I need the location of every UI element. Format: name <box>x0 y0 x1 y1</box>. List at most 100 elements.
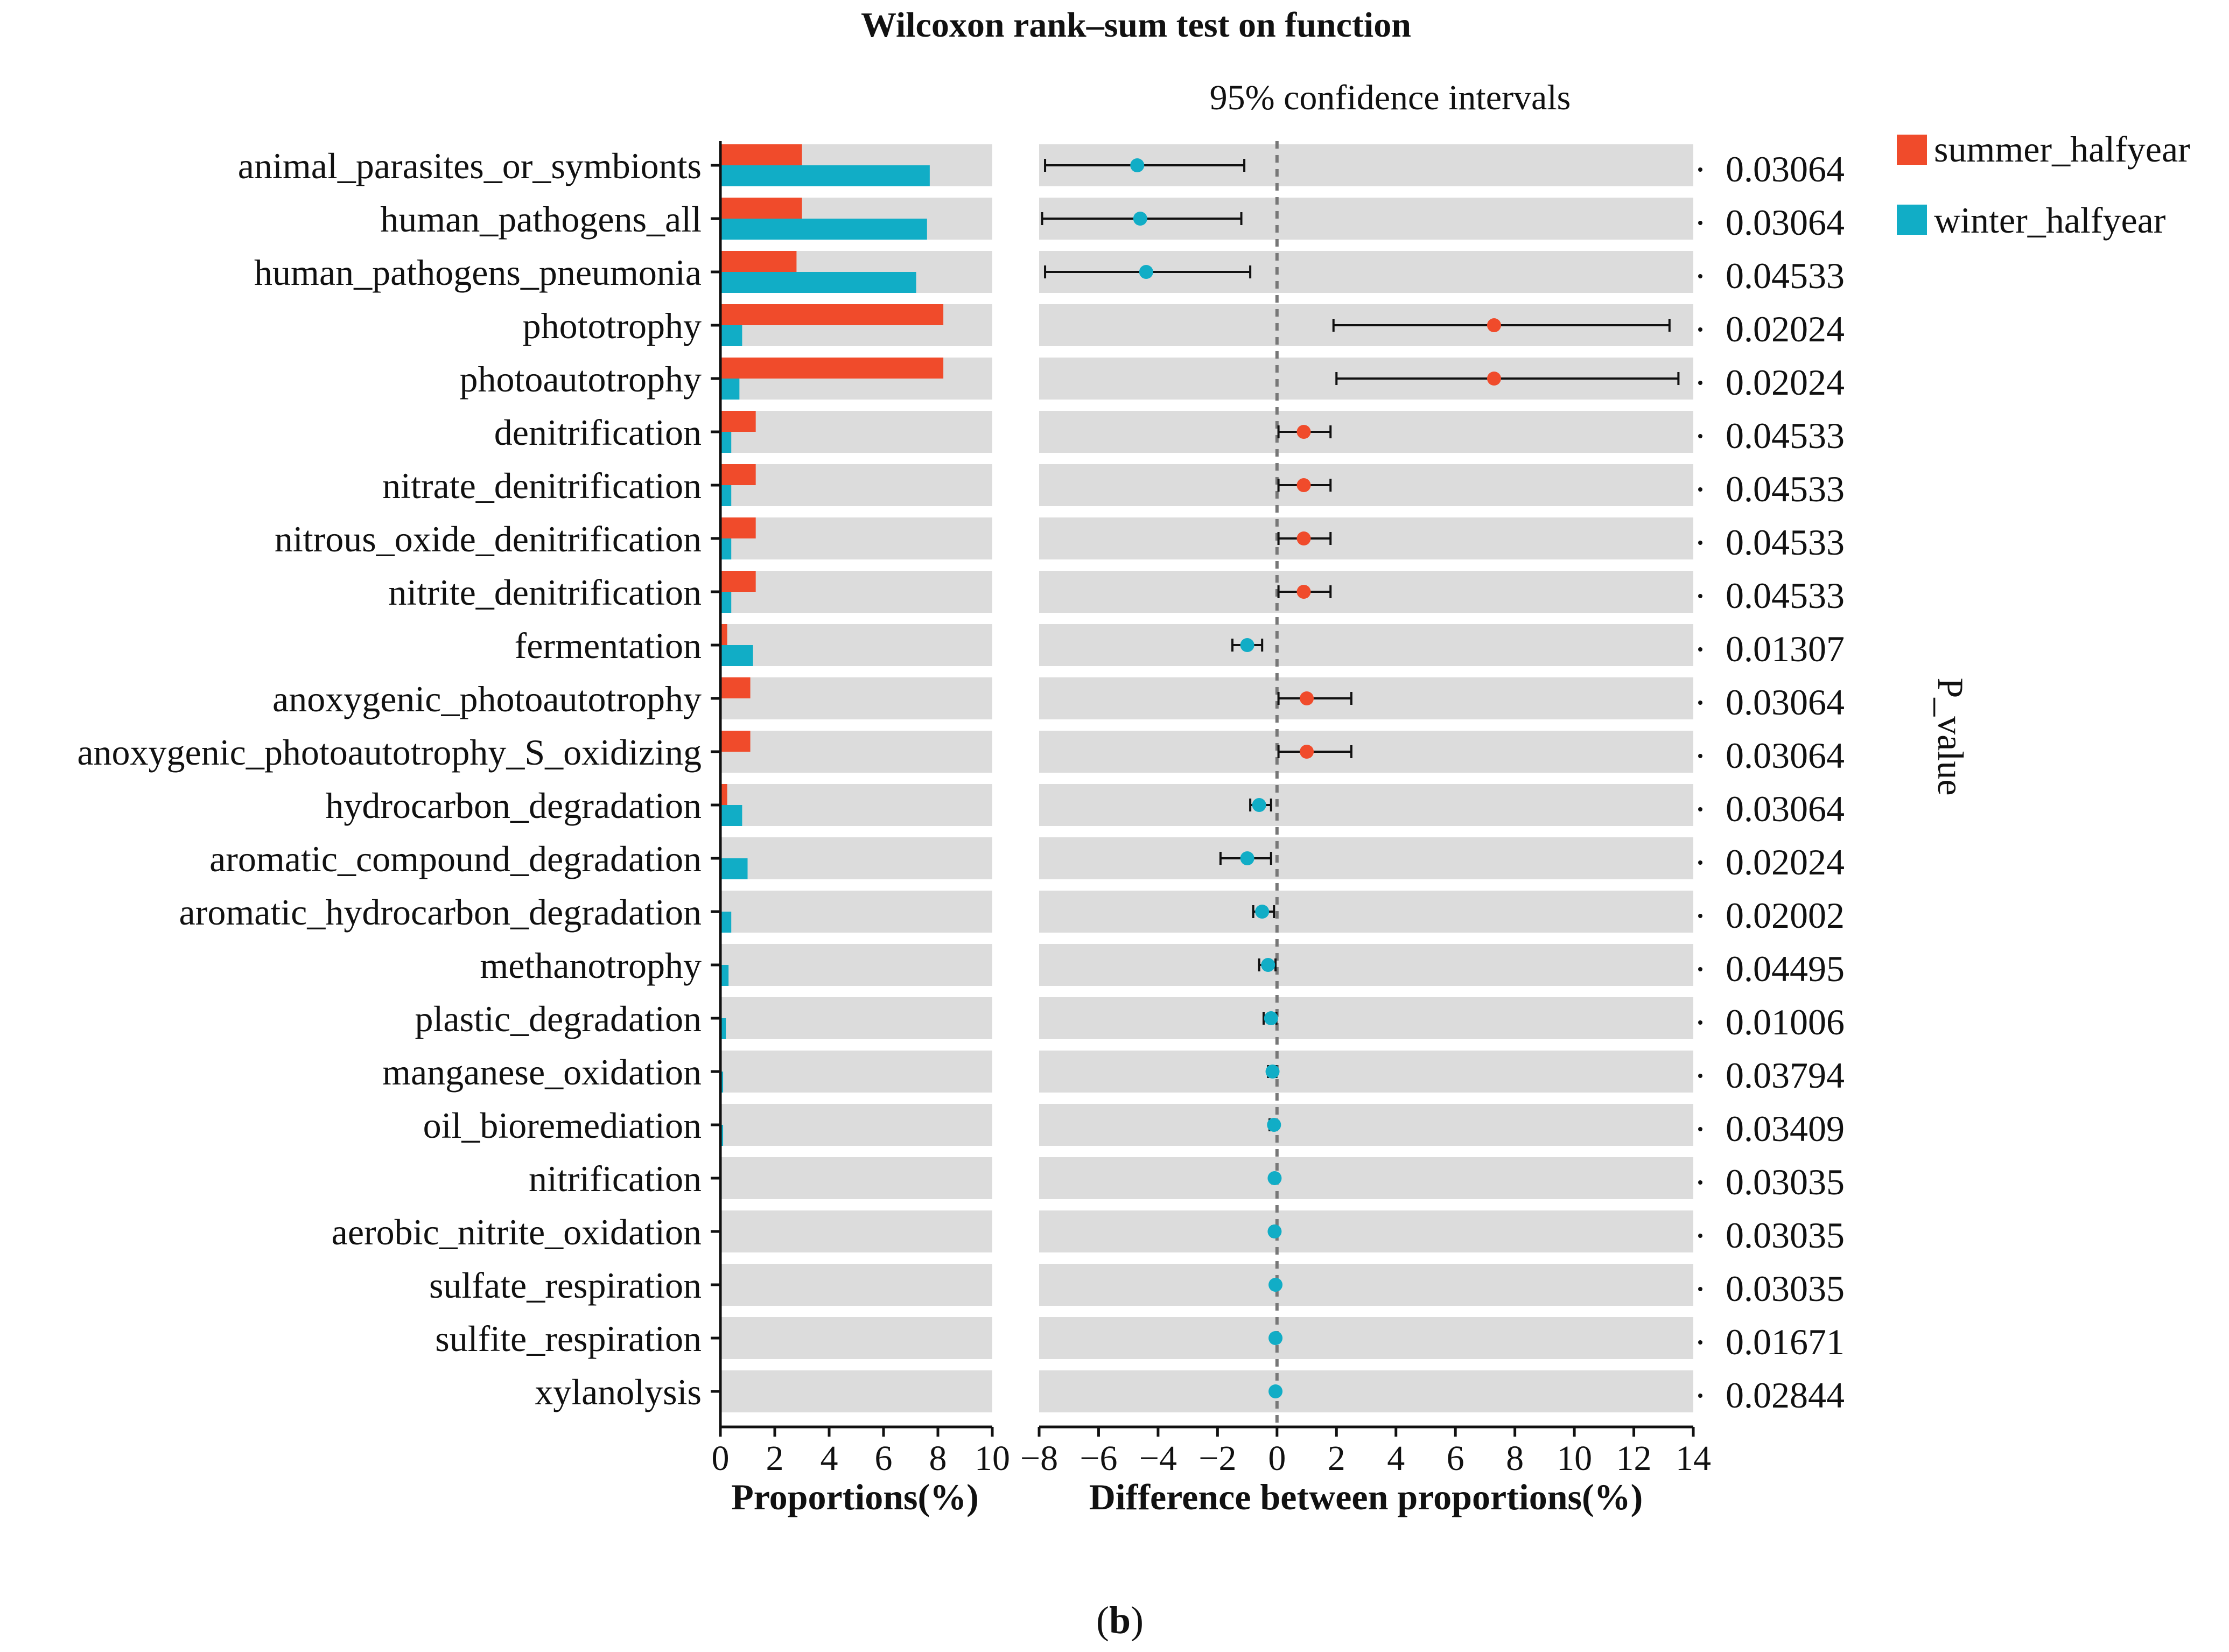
difference-tick-label: 0 <box>1268 1439 1286 1478</box>
p-value: 0.03035 <box>1726 1268 1845 1309</box>
p-value-marker <box>1698 1234 1702 1238</box>
difference-point <box>1296 585 1311 599</box>
category-label: sulfate_respiration <box>429 1265 702 1306</box>
difference-point <box>1267 1224 1282 1238</box>
p-value-marker <box>1698 1180 1702 1185</box>
summer-bar <box>720 571 756 592</box>
winter-bar <box>720 965 729 986</box>
summer-bar <box>720 731 751 752</box>
difference-point <box>1130 158 1145 172</box>
p-value-marker <box>1698 1394 1702 1398</box>
category-label: human_pathogens_all <box>380 199 702 240</box>
proportion-row-bg <box>720 837 992 879</box>
p-value: 0.03035 <box>1726 1161 1845 1202</box>
summer-bar <box>720 251 797 272</box>
difference-tick-label: 10 <box>1557 1439 1592 1478</box>
difference-row-bg <box>1039 411 1693 453</box>
difference-point <box>1267 1118 1281 1132</box>
summer-bar <box>720 411 756 432</box>
difference-row-bg <box>1039 571 1693 613</box>
category-label: aerobic_nitrite_oxidation <box>332 1212 702 1252</box>
p-value-marker <box>1698 1287 1702 1291</box>
proportion-row-bg <box>720 1370 992 1412</box>
winter-bar <box>720 379 740 400</box>
caption-close-paren: ) <box>1131 1599 1144 1642</box>
proportion-row-bg <box>720 1104 992 1146</box>
winter-bar <box>720 165 930 186</box>
category-label: sulfite_respiration <box>435 1318 702 1359</box>
difference-tick-label: 14 <box>1676 1439 1711 1478</box>
p-value-marker <box>1698 1340 1702 1345</box>
category-label: nitrification <box>529 1158 702 1199</box>
ci-subtitle: 95% confidence intervals <box>1210 78 1571 117</box>
p-value: 0.04533 <box>1726 415 1845 456</box>
p-value-marker <box>1698 274 1702 278</box>
difference-axis-label: Difference between proportions(%) <box>1089 1476 1643 1517</box>
p-value: 0.04533 <box>1726 522 1845 563</box>
p-value: 0.02024 <box>1726 309 1845 349</box>
difference-point <box>1261 958 1275 972</box>
difference-tick-label: −2 <box>1198 1439 1236 1478</box>
proportions-tick-label: 6 <box>875 1439 893 1478</box>
difference-point <box>1268 1331 1283 1345</box>
p-value: 0.02002 <box>1726 895 1845 936</box>
proportion-row-bg <box>720 677 992 719</box>
category-label: aromatic_hydrocarbon_degradation <box>179 892 702 933</box>
p-value-column: 0.03064 0.03064 0.04533 0.02024 0.02024 0.045… <box>1698 149 1845 1416</box>
difference-point <box>1296 478 1311 492</box>
p-value-marker <box>1698 914 1702 918</box>
difference-point <box>1267 1171 1282 1185</box>
difference-point <box>1487 318 1501 332</box>
difference-row-bg <box>1039 784 1693 826</box>
caption-letter: b <box>1109 1599 1131 1642</box>
figure-caption: (b) <box>1096 1599 1144 1642</box>
category-label: aromatic_compound_degradation <box>209 838 702 879</box>
caption-open-paren: ( <box>1096 1599 1109 1642</box>
difference-tick-label: −4 <box>1139 1439 1177 1478</box>
winter-bar <box>720 805 742 826</box>
legend-swatch-winter <box>1897 205 1927 235</box>
difference-row-bg <box>1039 1210 1693 1252</box>
proportion-row-bg <box>720 1264 992 1306</box>
difference-row-bg <box>1039 677 1693 719</box>
proportion-row-bg <box>720 997 992 1039</box>
difference-point <box>1300 745 1314 759</box>
difference-row-bg <box>1039 517 1693 559</box>
p-value-marker <box>1698 1074 1702 1078</box>
legend-label-summer: summer_halfyear <box>1934 129 2190 170</box>
p-value: 0.01671 <box>1726 1321 1845 1362</box>
category-label: methanotrophy <box>480 945 702 986</box>
difference-panel: −8 −6 −4 −2 0 2 4 6 8 10 12 14 <box>1020 141 1711 1478</box>
difference-point <box>1133 212 1147 226</box>
difference-row-bg <box>1039 464 1693 506</box>
p-value-marker <box>1698 434 1702 438</box>
difference-row-bg <box>1039 1370 1693 1412</box>
difference-tick-label: 12 <box>1616 1439 1652 1478</box>
difference-point <box>1240 638 1254 652</box>
proportion-row-bg <box>720 1317 992 1359</box>
proportions-tick-label: 10 <box>975 1439 1010 1478</box>
difference-tick-label: 8 <box>1506 1439 1524 1478</box>
proportion-row-bg <box>720 517 992 559</box>
proportion-row-bg <box>720 1051 992 1093</box>
p-value-axis-label: P_value <box>1930 677 1971 795</box>
category-label: plastic_degradation <box>415 998 702 1039</box>
p-value-marker <box>1698 594 1702 598</box>
summer-bar <box>720 784 727 805</box>
proportion-row-bg <box>720 731 992 773</box>
proportion-row-bg <box>720 784 992 826</box>
difference-point <box>1264 1011 1278 1025</box>
proportions-panel: animal_parasites_or_symbionts human_patho… <box>77 141 1010 1478</box>
proportion-row-bg <box>720 411 992 453</box>
p-value-marker <box>1698 381 1702 385</box>
p-value: 0.03409 <box>1726 1108 1845 1149</box>
p-value: 0.02844 <box>1726 1375 1845 1416</box>
p-value-marker <box>1698 1127 1702 1131</box>
p-value: 0.03064 <box>1726 682 1845 723</box>
difference-row-bg <box>1039 624 1693 666</box>
difference-point <box>1252 798 1266 812</box>
p-value-marker <box>1698 487 1702 492</box>
difference-row-bg <box>1039 1264 1693 1306</box>
winter-bar <box>720 858 748 879</box>
